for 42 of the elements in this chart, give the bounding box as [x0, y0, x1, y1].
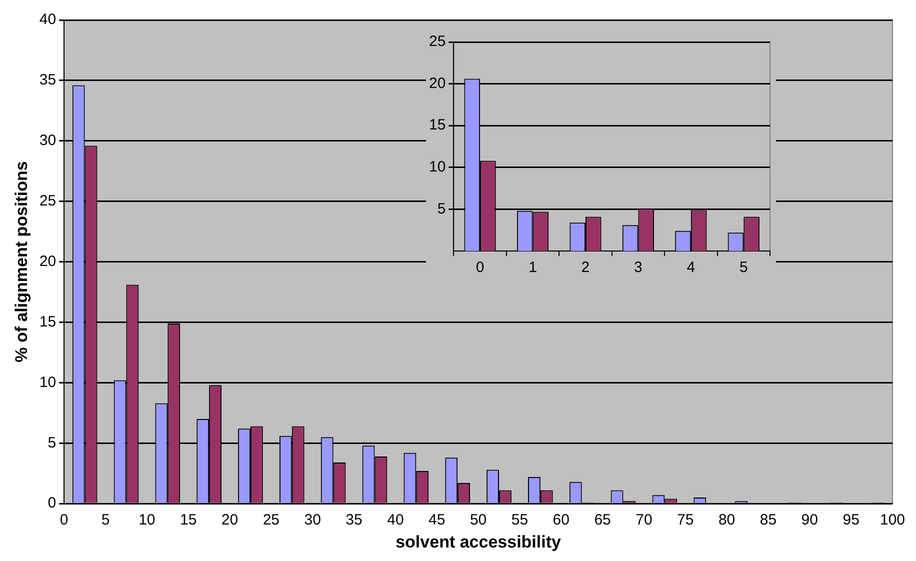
- y-tick-label: 35: [39, 72, 56, 89]
- x-tick-label: 50: [470, 512, 487, 529]
- y-tick-label: 10: [428, 158, 446, 176]
- y-axis-title: % of alignment positions: [12, 161, 31, 362]
- x-tick-label: 55: [511, 512, 528, 529]
- x-tick-label: 5: [101, 512, 110, 529]
- x-tick-label: 90: [801, 512, 818, 529]
- y-tick-label: 5: [48, 434, 56, 452]
- y-tick-label: 0: [48, 494, 56, 512]
- x-tick-label: 30: [304, 512, 321, 529]
- y-tick-label: 25: [428, 33, 446, 50]
- x-tick-label: 20: [221, 512, 238, 529]
- x-tick-label: 70: [636, 512, 652, 529]
- x-tick-label: 75: [677, 512, 694, 529]
- y-tick-label: 15: [39, 313, 56, 330]
- x-tick-label: 100: [880, 512, 905, 529]
- x-tick-label: 95: [842, 512, 860, 529]
- y-tick-label: 10: [39, 374, 56, 391]
- x-tick-label: 0: [60, 512, 68, 529]
- x-tick-label: 85: [760, 512, 777, 529]
- y-tick-label: 20: [428, 74, 446, 92]
- x-tick-label: 4: [686, 259, 696, 276]
- x-tick-label: 1: [528, 259, 537, 276]
- y-tick-label: 15: [428, 116, 446, 134]
- x-tick-label: 45: [428, 512, 446, 529]
- y-tick-label: 40: [39, 11, 56, 28]
- x-tick-label: 2: [581, 259, 590, 276]
- x-tick-label: 3: [634, 259, 642, 276]
- x-axis-title: solvent accessibility: [396, 532, 562, 552]
- x-tick-label: 40: [387, 512, 404, 529]
- x-tick-label: 80: [718, 512, 736, 529]
- y-tick-label: 30: [39, 132, 56, 150]
- x-tick-label: 65: [594, 512, 611, 529]
- x-tick-label: 35: [346, 512, 362, 529]
- x-tick-label: 10: [138, 512, 156, 529]
- x-tick-label: 25: [262, 512, 280, 529]
- y-tick-label: 5: [437, 200, 446, 218]
- x-tick-label: 15: [180, 512, 197, 529]
- y-tick-label: 25: [39, 192, 56, 210]
- x-tick-label: 5: [739, 259, 748, 276]
- x-tick-label: 0: [476, 259, 484, 276]
- x-tick-label: 60: [552, 512, 570, 529]
